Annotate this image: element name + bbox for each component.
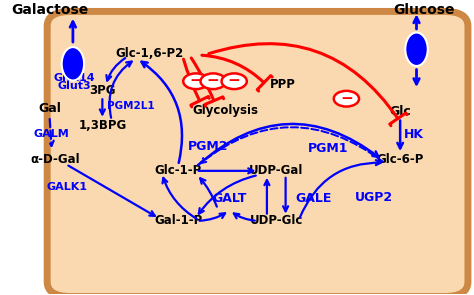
Text: −: − [340,91,353,106]
Circle shape [221,73,247,89]
Text: UDP-Glc: UDP-Glc [250,214,303,227]
Circle shape [201,73,226,89]
Text: −: − [190,73,202,88]
Text: GALK1: GALK1 [46,182,87,192]
Ellipse shape [62,47,84,81]
Text: Glc: Glc [389,105,411,118]
Circle shape [334,91,359,106]
Text: −: − [207,73,219,88]
Text: Glut3: Glut3 [57,81,91,91]
Text: α-D-Gal: α-D-Gal [30,153,80,166]
Text: −: − [228,73,241,88]
FancyBboxPatch shape [47,12,468,295]
Text: GALM: GALM [33,129,69,139]
Text: GALT: GALT [212,192,246,205]
Text: PGM1: PGM1 [308,142,348,155]
Text: PGM2: PGM2 [188,140,229,153]
Text: Glc-1,6-P2: Glc-1,6-P2 [115,47,183,60]
Text: UDP-Gal: UDP-Gal [249,164,303,177]
Text: Gal-1-P: Gal-1-P [154,214,202,227]
Text: Glc-1-P: Glc-1-P [155,164,202,177]
Text: Galactose: Galactose [11,3,88,17]
Text: GALE: GALE [295,192,332,205]
Text: UGP2: UGP2 [356,191,393,204]
Text: 3PG: 3PG [89,84,116,97]
Text: 1,3BPG: 1,3BPG [78,119,127,132]
Text: Glc-6-P: Glc-6-P [376,153,424,166]
Text: HK: HK [404,128,424,141]
Text: Glut14: Glut14 [54,73,95,83]
Circle shape [183,73,209,89]
Text: Gal: Gal [38,102,61,115]
Text: Glucose: Glucose [393,3,454,17]
Text: PPP: PPP [270,78,296,91]
Text: PGM2L1: PGM2L1 [107,101,154,111]
Ellipse shape [405,32,428,66]
Text: Glycolysis: Glycolysis [193,104,259,117]
